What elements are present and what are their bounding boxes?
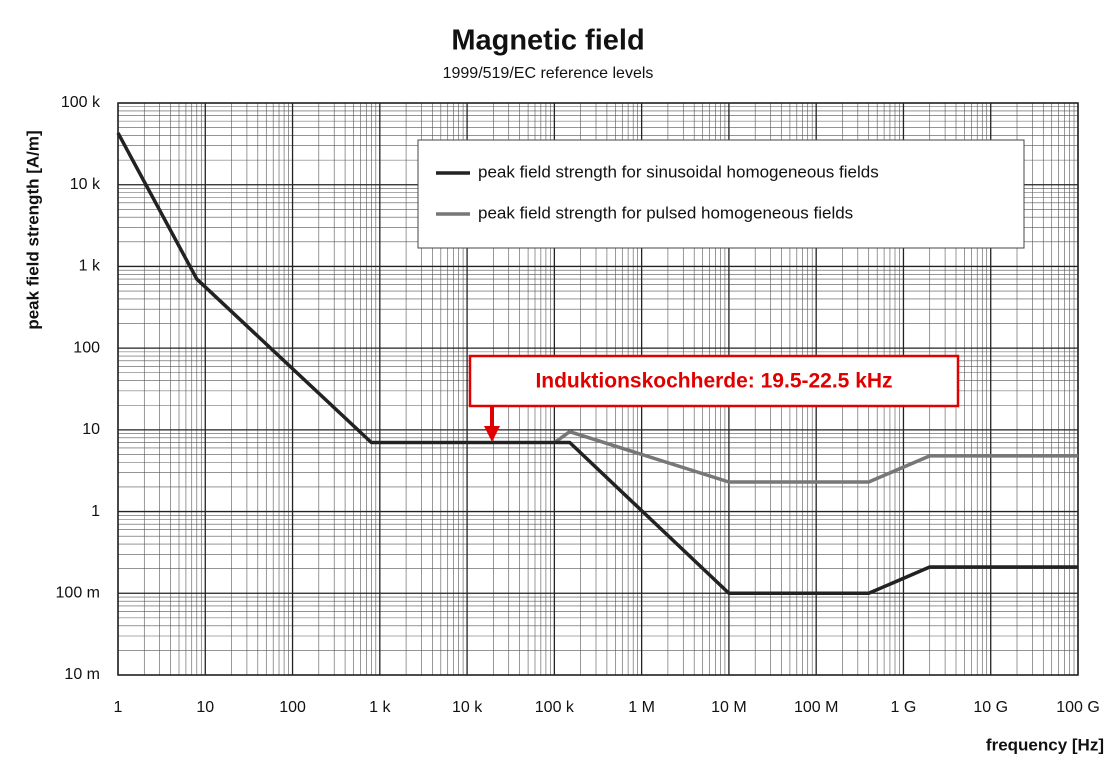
series-line: [116, 132, 1078, 596]
y-tick-label: 100 m: [56, 585, 100, 602]
annotation: Induktionskochherde: 19.5-22.5 kHz: [468, 354, 960, 442]
x-tick-label: 10 M: [711, 699, 747, 716]
x-tick-label: 100 G: [1056, 699, 1100, 716]
annotation-arrow-head: [484, 426, 500, 442]
x-tick-label: 1 k: [369, 699, 391, 716]
annotation-text: Induktionskochherde: 19.5-22.5 kHz: [535, 370, 892, 393]
x-axis-label: frequency [Hz]: [986, 735, 1104, 754]
x-tick-label: 100: [279, 699, 306, 716]
series-line: [553, 429, 1078, 484]
plot-frame: [117, 102, 1079, 676]
x-tick-label: 10 G: [973, 699, 1008, 716]
y-tick-label: 10: [82, 421, 100, 438]
x-tick-label: 10 k: [452, 699, 483, 716]
legend: peak field strength for sinusoidal homog…: [417, 139, 1025, 249]
y-tick-label: 100: [73, 339, 100, 356]
chart-subtitle: 1999/519/EC reference levels: [443, 65, 654, 82]
x-tick-label: 1: [114, 699, 123, 716]
y-tick-label: 100 k: [61, 94, 101, 111]
x-tick-label: 100 k: [535, 699, 575, 716]
lines: [116, 132, 1078, 596]
y-tick-label: 1 k: [79, 258, 101, 275]
x-tick-label: 1 M: [628, 699, 655, 716]
y-tick-label: 10 k: [70, 176, 101, 193]
annotation-box: [468, 354, 960, 408]
y-axis-label: peak field strength [A/m]: [23, 130, 42, 329]
y-tick-label: 10 m: [64, 666, 100, 683]
legend-label: peak field strength for sinusoidal homog…: [478, 162, 879, 181]
chart-title: Magnetic field: [451, 25, 644, 57]
legend-label: peak field strength for pulsed homogeneo…: [478, 203, 853, 222]
x-tick-label: 100 M: [794, 699, 838, 716]
x-tick-label: 1 G: [891, 699, 917, 716]
x-tick-label: 10: [196, 699, 214, 716]
legend-box: [417, 139, 1025, 249]
y-tick-label: 1: [91, 503, 100, 520]
